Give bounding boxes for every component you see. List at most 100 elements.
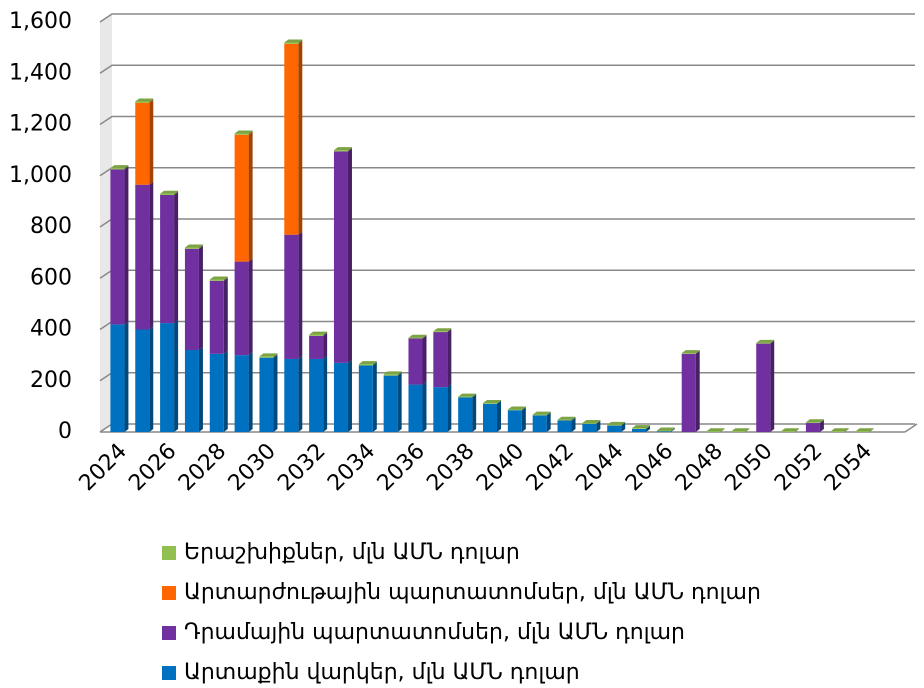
x-tick-label: 2040 — [472, 439, 529, 496]
y-tick-label: 800 — [30, 214, 72, 239]
bar-side — [695, 350, 700, 354]
bar-side — [149, 181, 154, 330]
bar-side — [596, 420, 601, 432]
bar — [284, 234, 299, 359]
bar-side — [273, 353, 278, 358]
bar — [135, 329, 150, 432]
bar-side — [819, 419, 824, 424]
bar — [433, 331, 448, 333]
bar-side — [819, 420, 824, 432]
legend-label: Արտարժութային պարտատոմսեր, մլն ԱՄՆ դոլար — [184, 580, 761, 605]
bar — [333, 150, 348, 152]
legend-label: Արտաքին վարկեր, մլն ԱՄՆ դոլար — [184, 660, 580, 684]
x-tick-label: 2026 — [124, 439, 181, 496]
bar — [209, 279, 224, 281]
x-tick-label: 2028 — [174, 439, 231, 496]
bar — [135, 101, 150, 103]
bar — [408, 338, 423, 385]
bar — [135, 184, 150, 330]
bar — [656, 431, 671, 432]
bar — [209, 353, 224, 432]
grid-line — [99, 218, 915, 228]
bar — [184, 247, 199, 249]
bar-side — [124, 165, 129, 170]
bar — [358, 364, 373, 366]
bar-side — [422, 335, 427, 385]
bar-top — [110, 165, 129, 169]
bar-top — [358, 361, 377, 365]
bar — [110, 169, 125, 325]
bar-side — [174, 190, 179, 195]
bar — [632, 428, 647, 429]
bar-side — [869, 428, 874, 432]
bar-side — [571, 417, 576, 432]
legend-swatch — [162, 546, 176, 560]
bar — [333, 151, 348, 363]
bar-side — [546, 411, 551, 416]
bar-side — [646, 425, 651, 429]
legend-swatch — [162, 626, 176, 640]
bar-side — [198, 245, 203, 350]
bar-side — [248, 131, 253, 262]
legend-label: Երաշխիքներ, մլն ԱՄՆ դոլար — [184, 540, 520, 565]
bar — [259, 356, 274, 358]
x-tick-label: 2052 — [770, 439, 827, 496]
bar — [855, 431, 870, 432]
bar — [483, 403, 497, 404]
bar-side — [646, 425, 651, 432]
bar — [433, 332, 448, 388]
bar — [582, 423, 597, 432]
bar-top — [433, 328, 452, 332]
y-tick-label: 1,000 — [9, 163, 72, 188]
bar — [681, 353, 696, 354]
bar-top — [656, 427, 675, 431]
bar — [184, 248, 199, 350]
x-tick-label: 2036 — [373, 439, 430, 496]
y-tick-label: 0 — [58, 419, 72, 444]
bar-side — [372, 362, 377, 432]
bar — [234, 133, 249, 135]
bar — [681, 353, 696, 432]
bar-top — [830, 428, 849, 432]
bar-side — [174, 191, 179, 324]
y-tick-label: 400 — [30, 317, 72, 342]
bar-side — [422, 381, 427, 432]
bar-side — [521, 407, 526, 432]
bar-side — [149, 326, 154, 432]
bar — [408, 384, 423, 432]
bar-side — [248, 352, 253, 432]
x-tick-label: 2046 — [621, 439, 678, 496]
bar-side — [745, 428, 750, 432]
bar — [160, 194, 175, 324]
bar-side — [347, 147, 352, 152]
x-tick-label: 2030 — [224, 439, 281, 496]
bar — [259, 357, 274, 432]
bar-side — [422, 334, 427, 339]
x-axis-depth — [904, 423, 918, 433]
bar-side — [347, 359, 352, 432]
bar — [507, 409, 522, 411]
bar-top — [805, 419, 824, 423]
grid-line — [99, 167, 915, 177]
bar — [135, 102, 150, 185]
x-tick-label: 2042 — [522, 439, 579, 496]
bar-side — [770, 340, 775, 432]
y-tick-label: 1,200 — [9, 112, 72, 137]
bar-side — [124, 166, 129, 325]
bar — [830, 431, 845, 432]
bar — [507, 410, 522, 432]
x-tick-label: 2024 — [75, 439, 132, 496]
bar-side — [770, 339, 775, 344]
bar-side — [497, 400, 501, 432]
bar-top — [756, 339, 775, 343]
bar — [383, 374, 398, 376]
bar — [234, 134, 249, 262]
y-tick-label: 1,400 — [9, 60, 72, 85]
bar — [483, 403, 497, 432]
bar-side — [670, 428, 675, 432]
x-tick-label: 2044 — [571, 439, 628, 496]
bar-side — [397, 372, 402, 432]
x-tick-label: 2034 — [323, 439, 380, 496]
bar-top — [209, 276, 228, 280]
bar — [358, 365, 373, 432]
